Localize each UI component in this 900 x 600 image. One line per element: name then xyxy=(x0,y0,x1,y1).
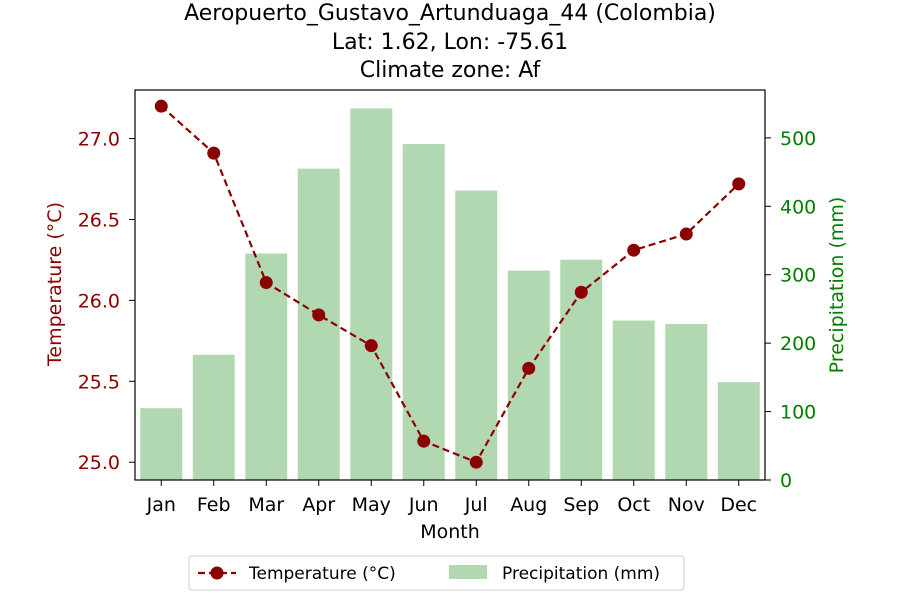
y-right-tick-label-1: 100 xyxy=(780,402,816,424)
x-axis-label: Month xyxy=(420,521,480,543)
temperature-point-jul xyxy=(469,455,483,469)
x-tick-label-feb: Feb xyxy=(197,494,231,516)
chart-title-line-3: Climate zone: Af xyxy=(360,58,542,83)
precipitation-bar-jun xyxy=(402,144,445,481)
temperature-point-may xyxy=(364,339,378,353)
y-left-tick-label-3: 26.5 xyxy=(78,209,120,231)
x-tick-label-sep: Sep xyxy=(563,494,599,516)
y-right-tick-label-3: 300 xyxy=(780,265,816,287)
x-tick-label-nov: Nov xyxy=(668,494,705,516)
y-left-tick-label-2: 26.0 xyxy=(78,290,120,312)
y-axis-right-label: Precipitation (mm) xyxy=(826,197,848,374)
temperature-point-nov xyxy=(679,227,693,241)
x-tick-label-dec: Dec xyxy=(720,494,757,516)
temperature-point-aug xyxy=(522,361,536,375)
temperature-point-jun xyxy=(417,434,431,448)
y-right-tick-label-2: 200 xyxy=(780,333,816,355)
temperature-point-mar xyxy=(259,276,273,290)
y-left-tick-label-0: 25.0 xyxy=(78,452,120,474)
temperature-point-dec xyxy=(732,177,746,191)
chart-title-line-2: Lat: 1.62, Lon: -75.61 xyxy=(332,30,568,55)
temperature-point-oct xyxy=(627,243,641,257)
legend-precipitation-label: Precipitation (mm) xyxy=(502,564,660,584)
legend-precipitation-swatch xyxy=(449,565,487,579)
x-tick-label-mar: Mar xyxy=(248,494,284,516)
temperature-point-sep xyxy=(574,285,588,299)
temperature-point-feb xyxy=(207,146,221,160)
y-right-tick-label-5: 500 xyxy=(780,128,816,150)
x-tick-label-jan: Jan xyxy=(146,494,176,516)
x-tick-label-apr: Apr xyxy=(302,494,335,516)
temperature-line xyxy=(160,105,740,464)
temperature-point-jan xyxy=(154,99,168,113)
x-tick-label-oct: Oct xyxy=(617,494,650,516)
chart-title-line-1: Aeropuerto_Gustavo_Artunduaga_44 (Colomb… xyxy=(184,1,716,26)
axes: Jan Feb Mar Apr May Jun Jul Aug Sep Oct Nov Dec 25.0… xyxy=(78,89,816,516)
precipitation-bars xyxy=(140,108,760,481)
y-left-tick-label-4: 27.0 xyxy=(78,129,120,151)
x-tick-label-jul: Jul xyxy=(464,494,488,516)
precipitation-bar-feb xyxy=(192,354,235,480)
x-tick-label-jun: Jun xyxy=(408,494,439,516)
y-left-tick-label-1: 25.5 xyxy=(78,371,120,393)
y-axis-left-label: Temperature (°C) xyxy=(44,202,66,367)
precipitation-bar-jan xyxy=(140,408,183,480)
legend-temperature-label: Temperature (°C) xyxy=(248,564,396,584)
precipitation-bar-may xyxy=(350,108,393,480)
precipitation-bar-dec xyxy=(717,382,760,480)
plot-frame xyxy=(134,89,766,481)
y-right-tick-label-4: 400 xyxy=(780,196,816,218)
precipitation-bar-nov xyxy=(665,324,708,480)
x-tick-label-may: May xyxy=(352,494,391,516)
x-tick-label-aug: Aug xyxy=(510,494,547,516)
precipitation-bar-jul xyxy=(455,190,498,480)
temperature-point-apr xyxy=(312,308,326,322)
precipitation-bar-oct xyxy=(612,320,655,480)
y-right-tick-label-0: 0 xyxy=(780,470,792,492)
temperature-line-layer xyxy=(154,99,746,469)
legend-temperature-marker-swatch xyxy=(210,566,224,580)
precipitation-bar-aug xyxy=(507,270,550,480)
legend-frame xyxy=(188,555,685,591)
legend: Temperature (°C) Precipitation (mm) xyxy=(188,555,685,591)
